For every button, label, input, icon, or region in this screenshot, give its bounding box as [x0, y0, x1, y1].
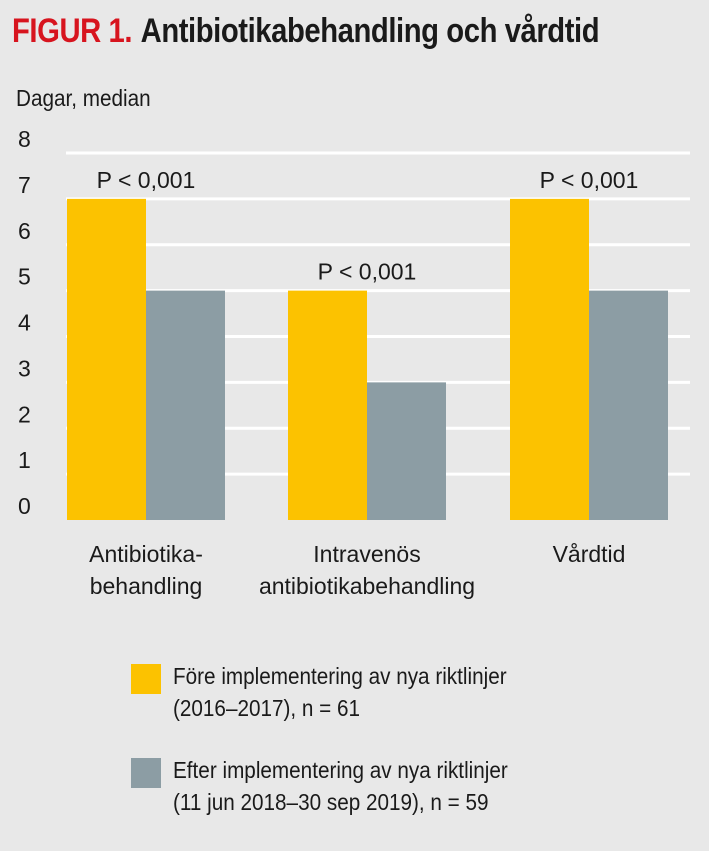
- bar-chart: Dagar, median 0 1 2 3 4 5 6 7 8 P < 0,001 Antibiot…: [16, 85, 690, 599]
- title-text: Antibiotikabehandling och vårdtid: [140, 12, 600, 50]
- x-tick-label: Vårdtid: [553, 541, 626, 567]
- y-tick-label: 5: [18, 264, 31, 290]
- legend-label-line2: (11 jun 2018–30 sep 2019), n = 59: [173, 789, 489, 815]
- p-value-annotation: P < 0,001: [97, 167, 196, 193]
- y-tick-label: 6: [18, 218, 31, 244]
- legend-label: Före implementering av nya riktlinjer: [173, 663, 507, 689]
- bar-after: [146, 290, 225, 520]
- y-axis-label: Dagar, median: [16, 85, 151, 111]
- y-tick-label: 4: [18, 310, 31, 336]
- legend-swatch-yellow: [131, 664, 161, 694]
- bar-after: [367, 382, 446, 520]
- x-tick-label: Intravenös: [313, 541, 420, 567]
- y-tick-label: 8: [18, 126, 31, 152]
- legend-label: Efter implementering av nya riktlinjer: [173, 757, 508, 783]
- p-value-annotation: P < 0,001: [318, 259, 417, 285]
- y-tick-label: 1: [18, 447, 31, 473]
- x-tick-label: antibiotikabehandling: [259, 573, 475, 599]
- bar-before: [67, 198, 146, 520]
- chart-title: FIGUR 1. Antibiotikabehandling och vårdti…: [12, 12, 600, 51]
- y-tick-label: 7: [18, 172, 31, 198]
- p-value-annotation: P < 0,001: [540, 167, 639, 193]
- bar-after: [589, 290, 668, 520]
- legend-swatch-gray: [131, 758, 161, 788]
- figure-number: FIGUR 1.: [12, 12, 133, 50]
- y-tick-label: 2: [18, 401, 31, 427]
- legend-label-line2: (2016–2017), n = 61: [173, 695, 361, 721]
- x-tick-label: behandling: [90, 573, 203, 599]
- x-tick-label: Antibiotika-: [89, 541, 203, 567]
- bar-before: [288, 290, 367, 520]
- y-tick-label: 3: [18, 355, 31, 381]
- y-tick-label: 0: [18, 493, 31, 519]
- bar-before: [510, 198, 589, 520]
